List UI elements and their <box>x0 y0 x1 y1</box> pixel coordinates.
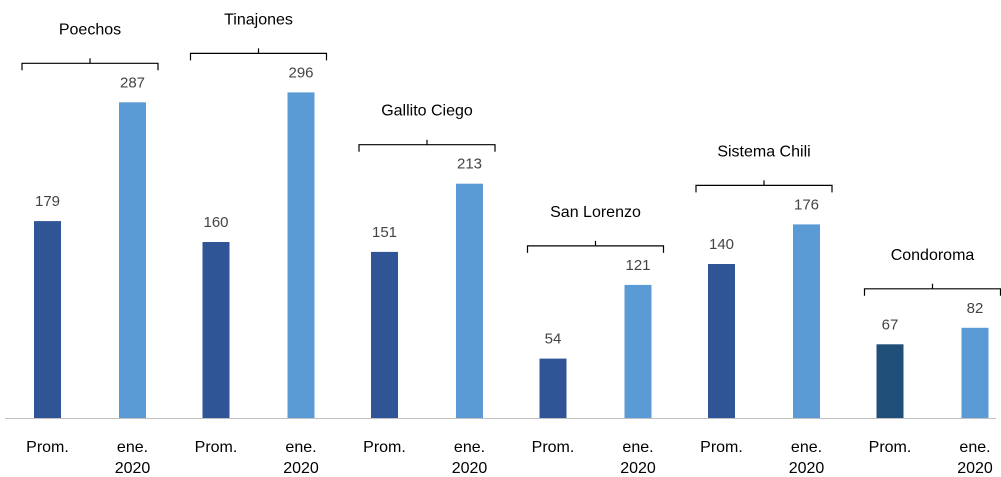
value-label: 140 <box>709 236 734 253</box>
bar-prom-4 <box>708 264 735 418</box>
tick-label: Prom. <box>363 439 406 456</box>
bar-prom-3 <box>539 358 567 418</box>
bar-ene-2020-4 <box>793 224 820 418</box>
bar-ene-2020-5 <box>961 327 989 418</box>
value-label: 287 <box>120 74 145 91</box>
group-bracket <box>526 240 665 253</box>
group-label: Poechos <box>59 21 121 38</box>
value-label: 121 <box>625 257 650 274</box>
bar-ene-2020-3 <box>624 284 652 418</box>
value-labels: 179 287 160 296 151 213 54 121 140 176 67 82 <box>35 64 983 347</box>
tick-label: ene. 2020 <box>452 439 488 477</box>
value-label: 160 <box>203 214 228 231</box>
group-bracket <box>863 283 1001 296</box>
group-label: San Lorenzo <box>550 204 641 221</box>
bar-prom-0 <box>34 221 61 418</box>
tick-label: Prom. <box>869 439 912 456</box>
bar-prom-5 <box>876 344 904 418</box>
tick-label: ene. 2020 <box>789 439 825 477</box>
tick-label: Prom. <box>700 439 743 456</box>
group-label: Condoroma <box>891 247 975 264</box>
bar-prom-1 <box>202 242 230 418</box>
tick-label: Prom. <box>532 439 575 456</box>
value-label: 296 <box>288 64 313 81</box>
bars <box>34 92 989 419</box>
tick-label: Prom. <box>26 439 69 456</box>
tick-label: ene. 2020 <box>957 439 993 477</box>
group-bracket <box>695 180 833 193</box>
group-brackets: Poechos Tinajones Gallito Ciego San Lorenzo… <box>21 11 1001 296</box>
value-label: 213 <box>457 156 482 173</box>
bar-ene-2020-0 <box>119 102 146 419</box>
value-label: 67 <box>882 316 899 333</box>
group-label: Tinajones <box>224 11 293 28</box>
x-tick-labels: Prom. ene. 2020 Prom. ene. 2020 Prom. ene. 2020 P… <box>26 439 993 477</box>
bar-prom-2 <box>371 251 398 418</box>
bar-ene-2020-2 <box>456 183 483 418</box>
value-label: 151 <box>372 224 397 241</box>
group-bracket <box>21 58 159 71</box>
group-label: Sistema Chili <box>717 143 810 160</box>
group-bracket <box>189 48 328 61</box>
tick-label: ene. 2020 <box>620 439 656 477</box>
group-bracket <box>358 139 496 152</box>
value-label: 82 <box>967 300 984 317</box>
tick-label: Prom. <box>195 439 238 456</box>
group-label: Gallito Ciego <box>381 103 473 120</box>
value-label: 54 <box>545 331 562 348</box>
tick-label: ene. 2020 <box>115 439 151 477</box>
value-label: 179 <box>35 193 60 210</box>
value-label: 176 <box>794 196 819 213</box>
tick-label: ene. 2020 <box>283 439 319 477</box>
bar-ene-2020-1 <box>287 92 315 419</box>
